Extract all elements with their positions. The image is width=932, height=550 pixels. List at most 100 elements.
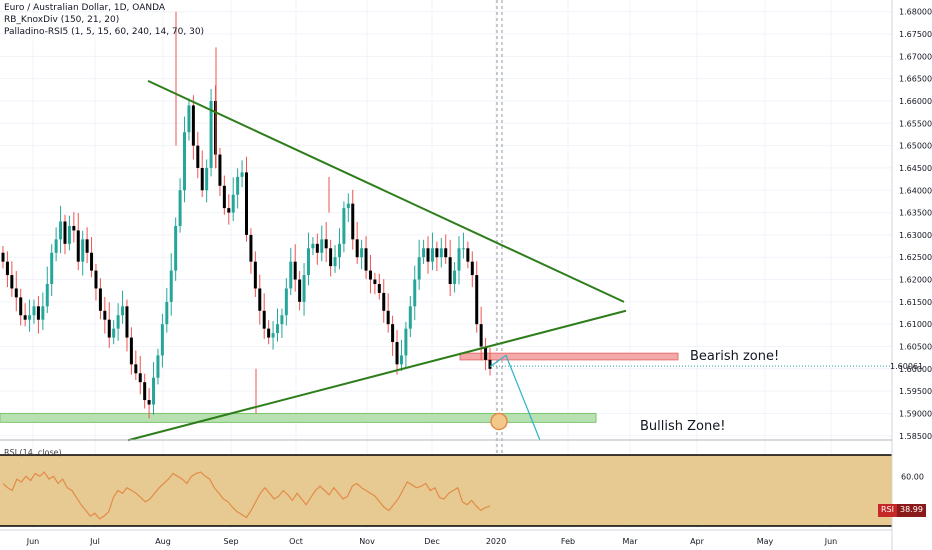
rsi-legend: RSI (14, close) bbox=[4, 448, 62, 457]
candle-body bbox=[355, 239, 359, 258]
candle-body bbox=[329, 248, 333, 267]
y-tick-label: 1.66000 bbox=[899, 97, 932, 106]
x-tick-label: Oct bbox=[289, 537, 303, 546]
candle-body bbox=[351, 203, 355, 240]
candle-body bbox=[302, 275, 306, 302]
y-tick-label: 1.63500 bbox=[899, 209, 932, 218]
candle-body bbox=[386, 310, 390, 325]
candle-body bbox=[67, 225, 71, 244]
candle-body bbox=[439, 248, 443, 258]
candle-body bbox=[262, 310, 266, 329]
candle-body bbox=[129, 337, 133, 365]
candle-body bbox=[399, 355, 403, 365]
candle-body bbox=[32, 306, 36, 316]
x-tick-label: Apr bbox=[690, 537, 705, 546]
current-price-label: 1.60061 bbox=[890, 362, 924, 371]
candle-body bbox=[470, 261, 474, 276]
candle-body bbox=[14, 288, 18, 298]
candle-body bbox=[187, 105, 191, 133]
candle-body bbox=[10, 275, 14, 289]
candle-body bbox=[461, 248, 465, 250]
candle-body bbox=[121, 306, 125, 316]
candle-body bbox=[298, 279, 302, 302]
chart-title: Euro / Australian Dollar, 1D, OANDA bbox=[4, 3, 166, 13]
candle-body bbox=[72, 225, 76, 231]
y-tick-label: 1.61500 bbox=[899, 298, 932, 307]
y-tick-label: 1.65000 bbox=[899, 142, 932, 151]
candle-body bbox=[1, 252, 5, 262]
x-tick-label: Nov bbox=[359, 537, 375, 546]
candle-body bbox=[306, 248, 310, 276]
rsi-line bbox=[2, 471, 491, 520]
x-tick-label: Jul bbox=[89, 537, 100, 546]
candle-body bbox=[488, 359, 492, 369]
candle-body bbox=[457, 248, 461, 271]
y-tick-label: 1.63000 bbox=[899, 231, 932, 240]
candle-body bbox=[382, 292, 386, 311]
y-tick-label: 1.60500 bbox=[899, 342, 932, 351]
y-tick-label: 1.58500 bbox=[899, 432, 932, 441]
candle-body bbox=[466, 248, 470, 262]
y-tick-label: 1.62500 bbox=[899, 253, 932, 262]
candle-body bbox=[284, 288, 288, 316]
candle-body bbox=[391, 324, 395, 343]
candle-body bbox=[245, 172, 248, 235]
candle-body bbox=[36, 306, 40, 320]
candle-body bbox=[453, 270, 457, 284]
candle-body bbox=[45, 283, 49, 307]
x-tick-label: May bbox=[757, 537, 774, 546]
candle-body bbox=[174, 225, 178, 271]
candle-body bbox=[19, 297, 23, 316]
candle-body bbox=[289, 261, 293, 289]
candle-body bbox=[218, 154, 222, 186]
candle-body bbox=[59, 221, 63, 240]
candle-body bbox=[90, 252, 94, 271]
candle-body bbox=[98, 288, 102, 311]
candle-body bbox=[430, 248, 434, 262]
candle-body bbox=[271, 333, 275, 338]
candle-body bbox=[183, 132, 187, 191]
candle-body bbox=[258, 288, 262, 311]
candle-body bbox=[178, 190, 182, 226]
y-tick-label: 1.59500 bbox=[899, 387, 932, 396]
y-tick-label: 1.59000 bbox=[899, 409, 932, 418]
candle-body bbox=[275, 324, 279, 334]
candle-body bbox=[267, 328, 271, 338]
event-marker bbox=[490, 412, 508, 431]
y-tick-label: 1.67500 bbox=[899, 30, 932, 39]
rsi-band bbox=[0, 455, 892, 526]
candlesticks bbox=[1, 11, 492, 419]
candle-body bbox=[346, 203, 350, 209]
candle-body bbox=[240, 172, 244, 177]
x-tick-label: Jun bbox=[824, 537, 838, 546]
projection-path bbox=[489, 354, 541, 441]
rsi-tick-label: 60.00 bbox=[901, 472, 924, 481]
bearish-zone-label: Bearish zone! bbox=[690, 349, 780, 364]
candle-body bbox=[373, 279, 377, 284]
candle-body bbox=[475, 275, 479, 325]
candle-body bbox=[404, 328, 408, 356]
candle-body bbox=[422, 248, 426, 258]
x-tick-label: Mar bbox=[622, 537, 638, 546]
candle-body bbox=[364, 248, 368, 271]
candle-body bbox=[138, 373, 142, 383]
y-tick-label: 1.68000 bbox=[899, 8, 932, 17]
candle-body bbox=[444, 248, 448, 258]
candle-body bbox=[112, 328, 116, 338]
upper-trendline bbox=[147, 79, 625, 303]
candle-body bbox=[253, 261, 257, 289]
candle-body bbox=[417, 257, 421, 280]
candle-body bbox=[50, 252, 54, 284]
candle-body bbox=[222, 185, 226, 209]
y-tick-label: 1.60000 bbox=[899, 365, 932, 374]
candle-body bbox=[315, 243, 319, 253]
candle-body bbox=[125, 306, 129, 338]
candle-body bbox=[280, 315, 284, 325]
candle-body bbox=[337, 243, 341, 258]
y-tick-label: 1.66500 bbox=[899, 75, 932, 84]
bearish-zone bbox=[459, 352, 679, 361]
grid bbox=[0, 0, 892, 528]
candle-body bbox=[395, 342, 399, 365]
